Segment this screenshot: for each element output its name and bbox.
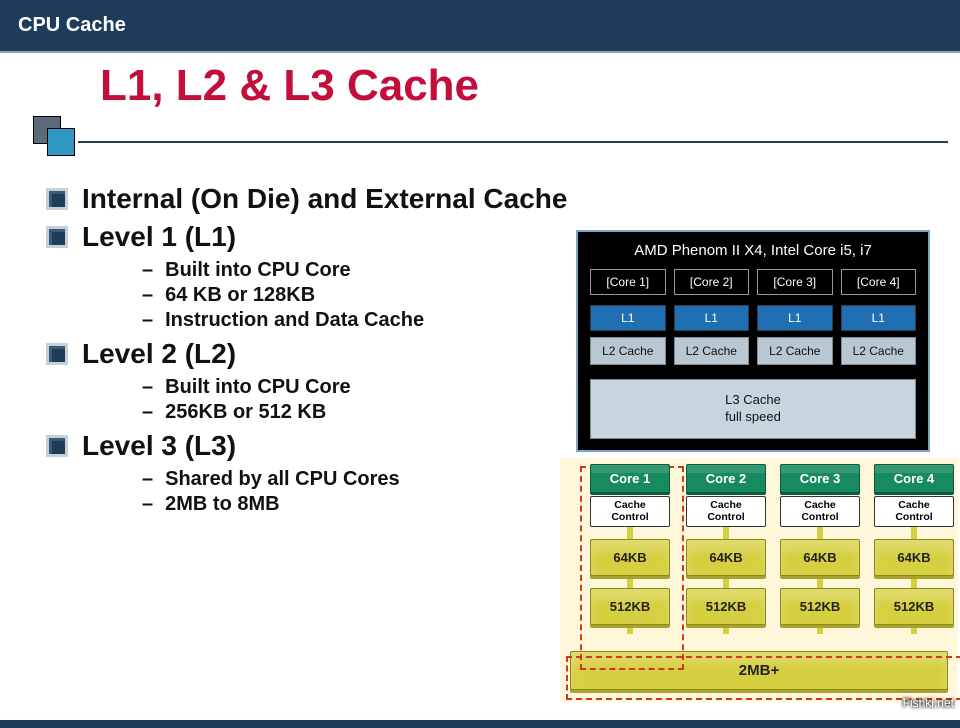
l3-label-2: full speed: [725, 409, 781, 424]
l2-size-block: 512KB: [686, 588, 766, 625]
square-front-icon: [48, 129, 74, 155]
core-block: Core 1: [590, 464, 670, 493]
bullet-text: Internal (On Die) and External Cache: [82, 183, 567, 215]
highlight-dash: [566, 656, 960, 700]
l2-size-block: 512KB: [590, 588, 670, 625]
l2-block: L2 Cache: [590, 337, 666, 365]
d1-core-row: [Core 1] [Core 2] [Core 3] [Core 4]: [590, 269, 916, 295]
bullet-text: Level 3 (L3): [82, 430, 236, 462]
bullet-icon: [46, 188, 68, 210]
core-label: [Core 4]: [841, 269, 917, 295]
bullet-icon: [46, 343, 68, 365]
sub-text: 64 KB or 128KB: [165, 284, 315, 307]
banner-title: CPU Cache: [18, 14, 126, 36]
l2-size-block: 512KB: [874, 588, 954, 625]
core-block: Core 2: [686, 464, 766, 493]
core-column: Core 4 CacheControl 64KB 512KB: [874, 464, 954, 625]
slide-title-wrap: L1, L2 & L3 Cache: [0, 53, 960, 111]
l1-block: L1: [590, 305, 666, 331]
header-banner: CPU Cache: [0, 0, 960, 53]
title-decoration: [34, 117, 948, 153]
l1-block: L1: [757, 305, 833, 331]
sub-text: Instruction and Data Cache: [165, 309, 424, 332]
l1-block: L1: [841, 305, 917, 331]
cpu-block-diagram-bottom: 2MB+ Core 1CacheControl64KB512KBCore 2Ca…: [560, 458, 958, 702]
horizontal-rule: [78, 141, 948, 143]
slide-title: L1, L2 & L3 Cache: [100, 61, 479, 110]
l3-block: L3 Cache full speed: [590, 379, 916, 439]
bullet-text: Level 1 (L1): [82, 221, 236, 253]
l1-size-block: 64KB: [590, 539, 670, 576]
core-column: Core 1 CacheControl 64KB 512KB: [590, 464, 670, 625]
bullet-level1: Internal (On Die) and External Cache: [46, 183, 960, 215]
sub-text: 256KB or 512 KB: [165, 401, 326, 424]
l2-block: L2 Cache: [674, 337, 750, 365]
core-column: Core 2 CacheControl 64KB 512KB: [686, 464, 766, 625]
sub-text: Built into CPU Core: [165, 259, 351, 282]
core-block: Core 4: [874, 464, 954, 493]
cpu-block-diagram-top: AMD Phenom II X4, Intel Core i5, i7 [Cor…: [576, 230, 930, 452]
l1-size-block: 64KB: [686, 539, 766, 576]
l2-block: L2 Cache: [757, 337, 833, 365]
d1-title: AMD Phenom II X4, Intel Core i5, i7: [590, 242, 916, 259]
core-label: [Core 1]: [590, 269, 666, 295]
cache-control-block: CacheControl: [686, 496, 766, 527]
core-label: [Core 2]: [674, 269, 750, 295]
bullet-text: Level 2 (L2): [82, 338, 236, 370]
core-block: Core 3: [780, 464, 860, 493]
cache-control-block: CacheControl: [780, 496, 860, 527]
watermark: Fishki.net: [903, 696, 954, 710]
core-label: [Core 3]: [757, 269, 833, 295]
l2-size-block: 512KB: [780, 588, 860, 625]
sub-text: 2MB to 8MB: [165, 493, 279, 516]
d1-l1-row: L1 L1 L1 L1: [590, 305, 916, 331]
sub-text: Built into CPU Core: [165, 376, 351, 399]
bullet-icon: [46, 435, 68, 457]
l2-block: L2 Cache: [841, 337, 917, 365]
d2-inner: 2MB+ Core 1CacheControl64KB512KBCore 2Ca…: [566, 464, 952, 696]
bullet-icon: [46, 226, 68, 248]
core-column: Core 3 CacheControl 64KB 512KB: [780, 464, 860, 625]
l3-label-1: L3 Cache: [725, 392, 781, 407]
l1-size-block: 64KB: [780, 539, 860, 576]
l1-size-block: 64KB: [874, 539, 954, 576]
cache-control-block: CacheControl: [590, 496, 670, 527]
cache-control-block: CacheControl: [874, 496, 954, 527]
sub-text: Shared by all CPU Cores: [165, 468, 400, 491]
d1-l2-row: L2 Cache L2 Cache L2 Cache L2 Cache: [590, 337, 916, 365]
l1-block: L1: [674, 305, 750, 331]
